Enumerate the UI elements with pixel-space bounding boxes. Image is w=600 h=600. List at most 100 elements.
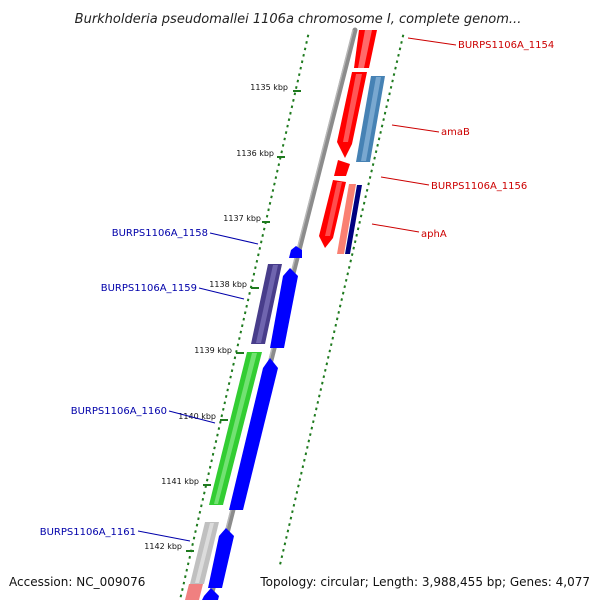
track-tick <box>185 568 188 572</box>
gene-blue-2[interactable] <box>229 358 278 510</box>
scale-label: 1140 kbp <box>178 412 216 421</box>
gene-red-1-highlight <box>343 74 362 142</box>
track-tick <box>310 426 314 430</box>
track-tick <box>349 259 352 263</box>
track-tick <box>371 163 375 167</box>
gene-label-BURPS1106A_1154[interactable]: BURPS1106A_1154 <box>458 40 554 51</box>
track-tick <box>309 433 312 437</box>
track-tick <box>385 105 388 109</box>
track-tick <box>380 124 384 128</box>
gene-blue-3[interactable] <box>208 528 234 588</box>
track-tick <box>365 188 369 192</box>
track-tick <box>203 491 206 495</box>
track-tick <box>280 150 283 154</box>
track-tick <box>201 497 205 501</box>
track-tick <box>321 381 324 385</box>
track-tick <box>374 150 378 154</box>
track-tick <box>306 445 309 449</box>
track-tick <box>255 259 259 263</box>
scale-label: 1141 kbp <box>161 477 199 486</box>
track-tick <box>248 292 251 295</box>
track-tick <box>186 562 190 566</box>
track-tick <box>302 53 305 57</box>
track-tick <box>184 575 187 579</box>
track-tick <box>355 233 358 237</box>
gene-label-aphA[interactable]: aphA <box>421 229 447 240</box>
track-tick <box>258 246 262 250</box>
gene-label-BURPS1106A_1158[interactable]: BURPS1106A_1158 <box>112 228 208 239</box>
scale-labels: 1135 kbp 1136 kbp 1137 kbp 1138 kbp 1139… <box>144 83 301 552</box>
gene-BURPS1106A_1156[interactable] <box>334 160 350 176</box>
track-tick <box>373 156 376 160</box>
track-tick <box>335 317 339 321</box>
gene-BURPS1106A_1161-highlight <box>195 523 214 583</box>
track-tick <box>289 516 293 520</box>
gene-label-BURPS1106A_1161[interactable]: BURPS1106A_1161 <box>40 527 136 538</box>
gene-blue-1[interactable] <box>270 268 298 348</box>
track-tick <box>223 401 226 405</box>
track-tick <box>200 504 203 508</box>
track-tick <box>386 98 390 102</box>
track-tick <box>229 375 232 379</box>
track-tick <box>198 510 202 514</box>
track-tick <box>224 394 228 398</box>
track-tick <box>296 79 300 83</box>
track-tick <box>362 201 366 205</box>
track-tick <box>246 298 250 302</box>
track-tick <box>303 458 306 462</box>
gene-blue-4[interactable] <box>202 588 219 600</box>
track-tick <box>283 137 286 141</box>
reverse-features <box>185 246 302 600</box>
track-tick <box>306 34 310 38</box>
track-tick <box>388 92 391 96</box>
track-tick <box>261 234 264 237</box>
track-tick <box>213 446 216 450</box>
track-tick <box>376 143 379 147</box>
gene-BURPS1106A_1158[interactable] <box>289 246 302 258</box>
track-tick <box>254 266 257 270</box>
track-tick <box>343 285 346 289</box>
track-tick <box>293 92 297 96</box>
track-tick <box>382 118 385 122</box>
gene-label-BURPS1106A_1159[interactable]: BURPS1106A_1159 <box>101 283 197 294</box>
scale-label: 1142 kbp <box>144 542 182 551</box>
track-tick <box>281 143 285 147</box>
track-tick <box>344 278 348 282</box>
track-tick <box>359 214 363 218</box>
gene-label-BURPS1106A_1156[interactable]: BURPS1106A_1156 <box>431 181 527 192</box>
gene-label-BURPS1106A_1160[interactable]: BURPS1106A_1160 <box>71 406 167 417</box>
track-tick <box>370 169 373 173</box>
track-tick <box>312 420 315 424</box>
track-tick <box>300 60 304 64</box>
track-tick <box>210 459 213 463</box>
track-tick <box>303 47 307 51</box>
track-tick <box>319 388 323 392</box>
track-tick <box>364 195 367 199</box>
gene-lightcoral[interactable] <box>185 584 203 600</box>
track-tick <box>227 382 231 386</box>
gene-aphA[interactable] <box>337 184 356 254</box>
gene-navy[interactable] <box>345 185 362 254</box>
track-tick <box>205 478 209 482</box>
track-tick <box>273 182 276 186</box>
track-tick <box>395 60 399 64</box>
track-tick <box>233 356 237 360</box>
forward-features <box>319 30 385 254</box>
track-tick <box>330 343 333 347</box>
track-tick <box>188 555 191 559</box>
track-tick <box>241 324 244 328</box>
track-tick <box>217 427 221 431</box>
inner-tick-track <box>179 34 310 598</box>
track-tick <box>245 304 248 308</box>
track-tick <box>325 362 329 366</box>
track-tick <box>260 240 263 244</box>
track-tick <box>340 298 343 302</box>
track-tick <box>230 369 234 373</box>
track-tick <box>327 355 330 359</box>
track-tick <box>197 517 200 521</box>
scale-label: 1138 kbp <box>209 280 247 289</box>
track-tick <box>192 536 196 540</box>
track-tick <box>356 227 360 231</box>
gene-label-amaB[interactable]: amaB <box>441 127 470 138</box>
